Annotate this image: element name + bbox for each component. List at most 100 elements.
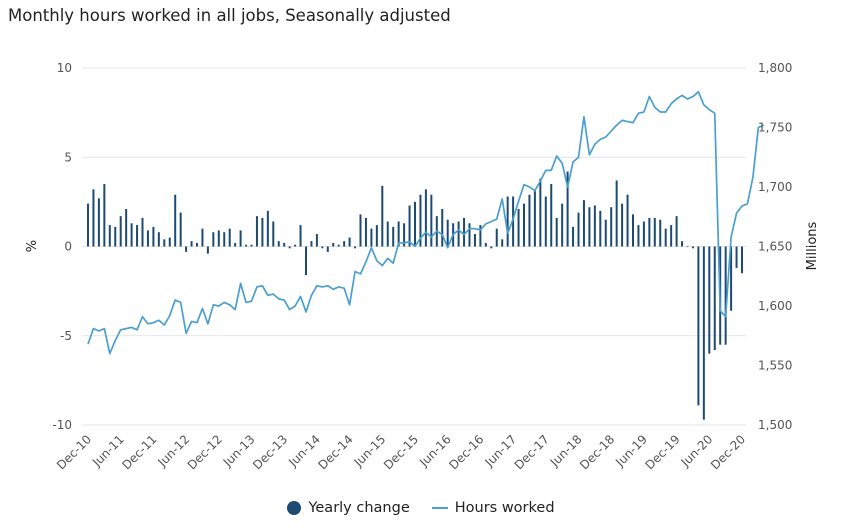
bar [354, 246, 357, 249]
left-tick-label: 10 [57, 61, 72, 75]
left-tick-label: -10 [52, 418, 72, 432]
bar [473, 234, 476, 247]
bar [266, 210, 269, 247]
bar [544, 196, 547, 247]
right-tick-label: 1,650 [758, 240, 792, 254]
bar [479, 225, 482, 247]
bar [506, 196, 509, 247]
bar [577, 212, 580, 247]
bar [517, 209, 520, 247]
bar [179, 212, 182, 247]
bar [212, 232, 215, 247]
x-tick-label: Dec-11 [119, 432, 159, 472]
x-tick-label: Dec-19 [643, 432, 683, 472]
bar [697, 246, 700, 406]
bar [92, 189, 95, 247]
x-tick-label: Dec-17 [512, 432, 552, 472]
right-tick-label: 1,500 [758, 418, 792, 432]
bar [97, 198, 100, 247]
bar [610, 207, 613, 247]
bar [294, 244, 297, 247]
bar [359, 214, 362, 247]
bar [632, 214, 634, 247]
bar [561, 203, 564, 247]
x-axis-ticks: Dec-10Jun-11Dec-11Jun-12Dec-12Jun-13Dec-… [54, 432, 748, 472]
bar [691, 246, 694, 249]
bar [381, 185, 384, 247]
bar [593, 205, 596, 247]
bar [539, 178, 542, 247]
bar [572, 226, 575, 247]
bar [724, 246, 727, 345]
bar [125, 209, 128, 247]
bar [261, 217, 264, 247]
chart-title: Monthly hours worked in all jobs, Season… [8, 6, 451, 25]
x-tick-label: Dec-14 [316, 432, 356, 472]
bar [588, 207, 591, 247]
bar [670, 225, 673, 247]
bar [332, 242, 335, 247]
x-tick-label: Dec-18 [577, 432, 617, 472]
legend-label: Hours worked [454, 500, 555, 516]
bar [501, 239, 504, 247]
bar [168, 237, 171, 247]
bar [255, 216, 258, 247]
bar [348, 237, 351, 247]
bar [468, 223, 471, 247]
bar [615, 180, 618, 247]
chart-plot: 10 5 0 -5 -10 1,800 1,750 1,700 1,650 1,600 1,550… [25, 61, 820, 472]
legend-item-hours-worked[interactable]: Hours worked [431, 500, 555, 516]
bar [103, 184, 106, 247]
right-axis-ticks: 1,800 1,750 1,700 1,650 1,600 1,550 1,500 [758, 61, 792, 432]
bar [223, 232, 226, 247]
bar [424, 189, 427, 247]
bar [713, 246, 716, 351]
bar [582, 200, 585, 247]
bar [637, 225, 640, 247]
left-tick-label: -5 [60, 329, 72, 343]
bar [245, 244, 248, 247]
bar [642, 221, 645, 247]
x-tick-label: Dec-20 [708, 432, 748, 472]
left-axis-label: % [25, 240, 40, 252]
bar [152, 226, 155, 247]
bar [174, 194, 177, 247]
bar [446, 219, 449, 247]
right-tick-label: 1,550 [758, 359, 792, 373]
bar [283, 242, 286, 247]
bar [675, 216, 678, 247]
bar [288, 246, 291, 249]
bar [528, 194, 531, 247]
bar [653, 217, 656, 247]
bar [141, 217, 144, 247]
bar [457, 221, 460, 247]
bar [119, 216, 122, 247]
bar [272, 221, 275, 247]
left-tick-label: 5 [64, 150, 72, 164]
bar [430, 194, 433, 247]
bar [87, 203, 89, 247]
bar [419, 194, 422, 247]
bar [326, 246, 329, 252]
bar [686, 246, 689, 248]
bar [310, 241, 313, 247]
right-tick-label: 1,800 [758, 61, 792, 75]
right-tick-label: 1,600 [758, 299, 792, 313]
bar [364, 217, 367, 247]
bar [217, 230, 220, 247]
legend-item-yearly-change[interactable]: Yearly change [287, 500, 410, 516]
right-tick-label: 1,700 [758, 180, 792, 194]
bar [136, 225, 139, 247]
bar [735, 246, 738, 268]
x-tick-label: Dec-16 [446, 432, 486, 472]
line-path [87, 90, 765, 355]
line-series-hours-worked [87, 90, 765, 355]
legend-bar-swatch-icon [287, 501, 302, 515]
right-axis-label: Millions [805, 221, 820, 270]
bar [108, 225, 111, 247]
bar [484, 242, 487, 247]
bar [626, 194, 629, 247]
bar [659, 219, 662, 247]
bar [408, 205, 411, 247]
bar [386, 221, 389, 247]
